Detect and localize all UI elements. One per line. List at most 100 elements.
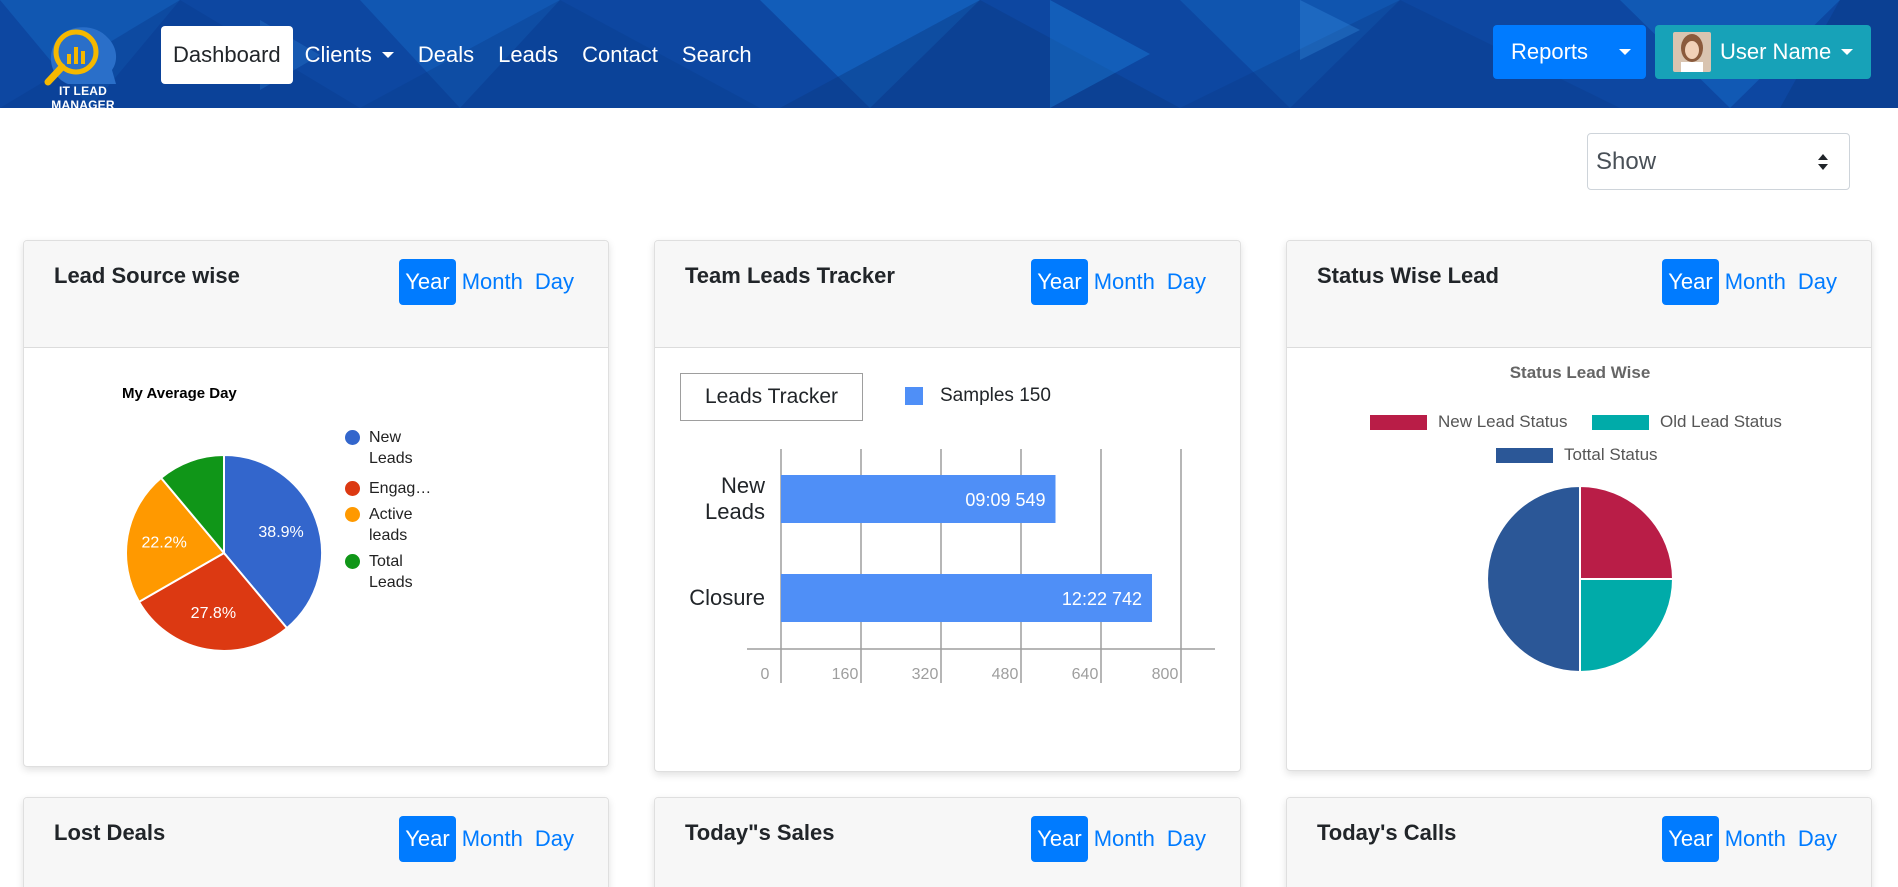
nav-search[interactable]: Search [681, 42, 752, 67]
legend-swatch [1370, 414, 1427, 430]
legend-item: New Lead Status [1370, 412, 1567, 432]
year-button[interactable]: Year [1031, 816, 1088, 862]
nav-clients-label: Clients [304, 42, 372, 67]
top-navbar: IT LEAD MANAGER Dashboard Clients Deals … [0, 0, 1898, 108]
chart-title: Leads Tracker [680, 373, 863, 421]
day-button[interactable]: Day [534, 269, 574, 294]
legend-label: Old Lead Status [1660, 412, 1782, 431]
pie-slice [1579, 484, 1675, 580]
reports-dropdown-toggle[interactable] [1603, 25, 1646, 79]
legend-item: Engag… [345, 478, 431, 499]
user-menu-button[interactable]: User Name [1655, 25, 1871, 79]
legend-item: Total Leads [345, 551, 413, 593]
show-select-value: Show [1596, 147, 1657, 175]
category-label: Leads [705, 499, 765, 524]
legend-swatch [345, 554, 360, 569]
legend-swatch [345, 430, 360, 445]
card-header: Today"s Sales Year Month Day [655, 798, 1240, 887]
card-header: Today's Calls Year Month Day [1287, 798, 1871, 887]
category-label: Closure [689, 585, 765, 610]
year-button[interactable]: Year [399, 259, 456, 305]
nav-contact[interactable]: Contact [582, 42, 658, 67]
day-button[interactable]: Day [1166, 269, 1206, 294]
period-toggle: Year Month Day [1662, 816, 1843, 862]
year-button[interactable]: Year [1662, 259, 1719, 305]
pie-slice [137, 551, 289, 652]
legend-item: Tottal Status [1496, 445, 1658, 465]
month-button[interactable]: Month [1724, 826, 1786, 851]
pie-label: 22.2% [141, 534, 186, 551]
day-button[interactable]: Day [1797, 269, 1837, 294]
legend-label: Samples 150 [940, 385, 1051, 406]
month-button[interactable]: Month [1093, 826, 1155, 851]
chart-title: Status Lead Wise [1509, 363, 1651, 382]
card-body: My Average Day 38.9% 27.8% 22.2% New Leads… [24, 349, 608, 766]
show-select[interactable]: Show [1587, 133, 1850, 190]
month-button[interactable]: Month [461, 269, 523, 294]
chart-title: My Average Day [122, 385, 237, 402]
lost-deals-card: Lost Deals Year Month Day [23, 797, 609, 887]
nav-leads[interactable]: Leads [498, 42, 559, 67]
nav-clients[interactable]: Clients [293, 26, 406, 84]
legend-swatch [1592, 414, 1649, 430]
bar [781, 574, 1152, 622]
card-header: Team Leads Tracker Year Month Day [655, 241, 1240, 348]
period-toggle: Year Month Day [1031, 816, 1212, 862]
year-button[interactable]: Year [399, 816, 456, 862]
data-label: 09:09 549 [965, 490, 1045, 510]
legend-label-line: leads [369, 527, 408, 544]
nav-deals[interactable]: Deals [417, 42, 475, 67]
tick-label: 160 [832, 666, 859, 683]
pie-slice [159, 453, 225, 556]
it-lead-manager-logo[interactable] [30, 14, 135, 100]
legend-swatch [1496, 447, 1553, 463]
period-toggle: Year Month Day [399, 816, 580, 862]
lead-source-card: Lead Source wise Year Month Day My Avera… [23, 240, 609, 767]
todays-sales-card: Today"s Sales Year Month Day [654, 797, 1241, 887]
year-button[interactable]: Year [1031, 259, 1088, 305]
legend-item: Old Lead Status [1592, 412, 1782, 432]
legend-label-line: Total [369, 553, 403, 570]
card-title: Today's Calls [1317, 820, 1457, 845]
month-button[interactable]: Month [1724, 269, 1786, 294]
bar [781, 475, 1056, 523]
todays-calls-card: Today's Calls Year Month Day [1286, 797, 1872, 887]
avatar [1673, 32, 1711, 72]
legend-label: New Lead Status [1438, 412, 1568, 431]
legend-label-line: Engag… [369, 480, 432, 497]
day-button[interactable]: Day [1797, 826, 1837, 851]
data-label: 12:22 742 [1062, 589, 1142, 609]
day-button[interactable]: Day [1166, 826, 1206, 851]
pie-slice [1486, 484, 1581, 674]
card-title: Team Leads Tracker [685, 263, 895, 288]
year-button[interactable]: Year [1662, 816, 1719, 862]
month-button[interactable]: Month [461, 826, 523, 851]
pie-slice [125, 476, 226, 604]
legend-label-line: New [369, 429, 402, 446]
reports-button[interactable]: Reports [1493, 25, 1646, 79]
legend-swatch [905, 387, 923, 405]
pie-label: 27.8% [191, 605, 236, 622]
pie-label: 38.9% [258, 524, 303, 541]
legend-label-line: Active [369, 506, 413, 523]
card-title: Lost Deals [54, 820, 166, 845]
lead-source-pie-chart: 38.9% 27.8% 22.2% [125, 453, 323, 652]
legend-item: Active leads [345, 504, 413, 546]
legend-label: New Leads [369, 427, 413, 469]
tick-label: 800 [1152, 666, 1179, 683]
card-header: Lost Deals Year Month Day [24, 798, 608, 887]
legend-label: Tottal Status [1564, 445, 1658, 464]
day-button[interactable]: Day [534, 826, 574, 851]
card-title: Today"s Sales [685, 820, 835, 845]
pie-slice [1579, 578, 1675, 674]
period-toggle: Year Month Day [1662, 259, 1843, 305]
tick-label: 640 [1072, 666, 1099, 683]
logo-text: IT LEAD MANAGER [51, 84, 115, 108]
month-button[interactable]: Month [1093, 269, 1155, 294]
legend-swatch [345, 481, 360, 496]
main-nav: Dashboard Clients Deals Leads Contact Se… [161, 26, 764, 84]
nav-dashboard[interactable]: Dashboard [161, 26, 293, 84]
status-wise-card: Status Wise Lead Year Month Day Status L… [1286, 240, 1872, 771]
card-header: Lead Source wise Year Month Day [24, 241, 608, 348]
